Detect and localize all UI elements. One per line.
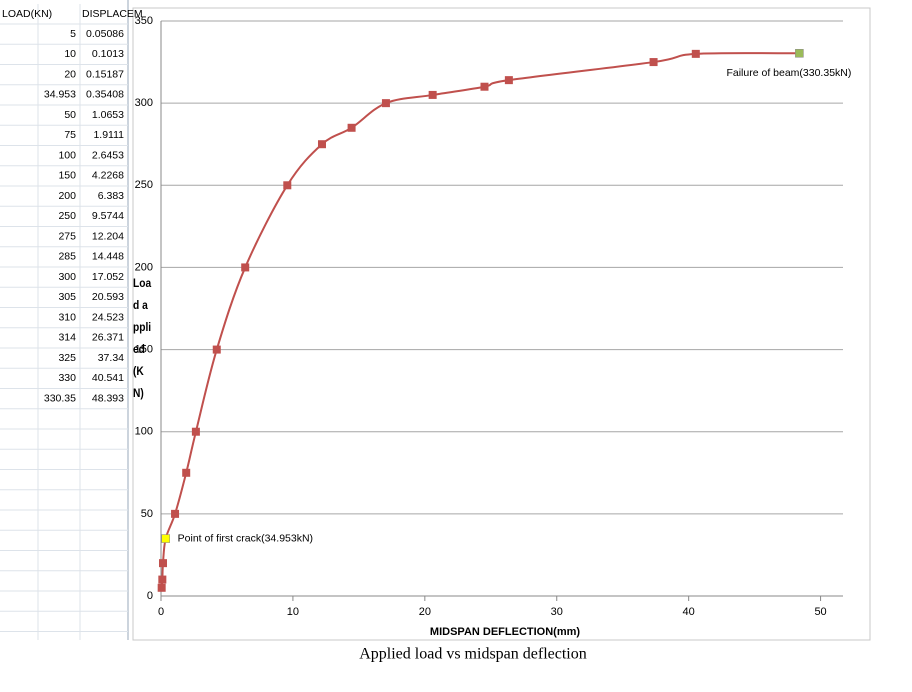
table-cell: 330 <box>58 372 76 384</box>
table-cell: 305 <box>58 291 76 303</box>
data-point <box>347 123 356 132</box>
table-cell: 40.541 <box>92 372 124 384</box>
y-tick-label: 100 <box>135 426 153 438</box>
y-tick-label: 150 <box>135 343 153 355</box>
table-cell: 9.5744 <box>92 210 124 222</box>
table-cell: 24.523 <box>92 311 124 323</box>
table-cell: 0.05086 <box>86 28 124 40</box>
table-cell: 1.9111 <box>93 129 124 141</box>
chart-frame <box>132 7 871 641</box>
data-point <box>504 76 513 85</box>
table-cell: 0.1013 <box>92 48 124 60</box>
table-cell: 6.383 <box>98 190 124 202</box>
data-point <box>480 82 489 91</box>
annotation: Failure of beam(330.35kN) <box>726 67 851 79</box>
table-cell: 100 <box>58 149 76 161</box>
table-cell: 150 <box>58 170 76 182</box>
table-cell: 75 <box>64 129 76 141</box>
x-tick-label: 20 <box>419 606 431 618</box>
table-cell: 4.2268 <box>92 170 124 182</box>
data-point <box>283 181 292 190</box>
table-cell: 300 <box>58 271 76 283</box>
data-point <box>212 345 221 354</box>
table-cell: 285 <box>58 251 76 263</box>
data-point <box>171 509 180 518</box>
data-point <box>691 49 700 58</box>
data-point <box>381 99 390 108</box>
table-cell: 37.34 <box>98 352 124 364</box>
table-cell: 325 <box>58 352 76 364</box>
annotation: Point of first crack(34.953kN) <box>178 532 313 544</box>
table-cell: 20 <box>64 68 76 80</box>
data-point <box>649 58 658 67</box>
table-cell: 2.6453 <box>92 149 124 161</box>
y-tick-label: 0 <box>147 590 153 602</box>
data-point <box>157 583 166 592</box>
x-tick-label: 10 <box>287 606 299 618</box>
data-point <box>159 559 168 568</box>
y-axis-label: Load applied(KN) <box>133 276 152 400</box>
data-point <box>317 140 326 149</box>
y-tick-label: 350 <box>135 15 153 27</box>
table-cell: 10 <box>64 48 76 60</box>
table-header: LOAD(KN) <box>2 8 52 20</box>
table-cell: 1.0653 <box>92 109 124 121</box>
table-cell: 314 <box>58 332 76 344</box>
table-header: DISPLACEM <box>82 8 143 20</box>
table-cell: 250 <box>58 210 76 222</box>
x-tick-label: 40 <box>683 606 695 618</box>
table-cell: 200 <box>58 190 76 202</box>
table-cell: 48.393 <box>92 392 124 404</box>
caption: Applied load vs midspan deflection <box>359 646 587 663</box>
table-cell: 330.35 <box>44 392 76 404</box>
data-point <box>158 575 167 584</box>
y-tick-label: 250 <box>135 179 153 191</box>
table-cell: 0.35408 <box>86 89 124 101</box>
table-cell: 5 <box>70 28 76 40</box>
table-cell: 14.448 <box>92 251 124 263</box>
table-cell: 26.371 <box>92 332 124 344</box>
data-point <box>191 427 200 436</box>
x-tick-label: 30 <box>551 606 563 618</box>
x-tick-label: 50 <box>814 606 826 618</box>
data-point <box>428 90 437 99</box>
y-tick-label: 50 <box>141 508 153 520</box>
table-cell: 12.204 <box>92 230 124 242</box>
table-cell: 20.593 <box>92 291 124 303</box>
x-tick-label: 0 <box>158 606 164 618</box>
table-cell: 50 <box>64 109 76 121</box>
annotation-marker <box>161 534 170 543</box>
table-cell: 0.15187 <box>86 68 124 80</box>
table-cell: 275 <box>58 230 76 242</box>
table-cell: 17.052 <box>92 271 124 283</box>
x-axis-label: MIDSPAN DEFLECTION(mm) <box>430 626 580 638</box>
table-cell: 310 <box>58 311 76 323</box>
data-point <box>241 263 250 272</box>
data-point <box>182 468 191 477</box>
annotation-marker <box>795 49 804 58</box>
table-cell: 34.953 <box>44 89 76 101</box>
y-tick-label: 200 <box>135 261 153 273</box>
y-tick-label: 300 <box>135 97 153 109</box>
